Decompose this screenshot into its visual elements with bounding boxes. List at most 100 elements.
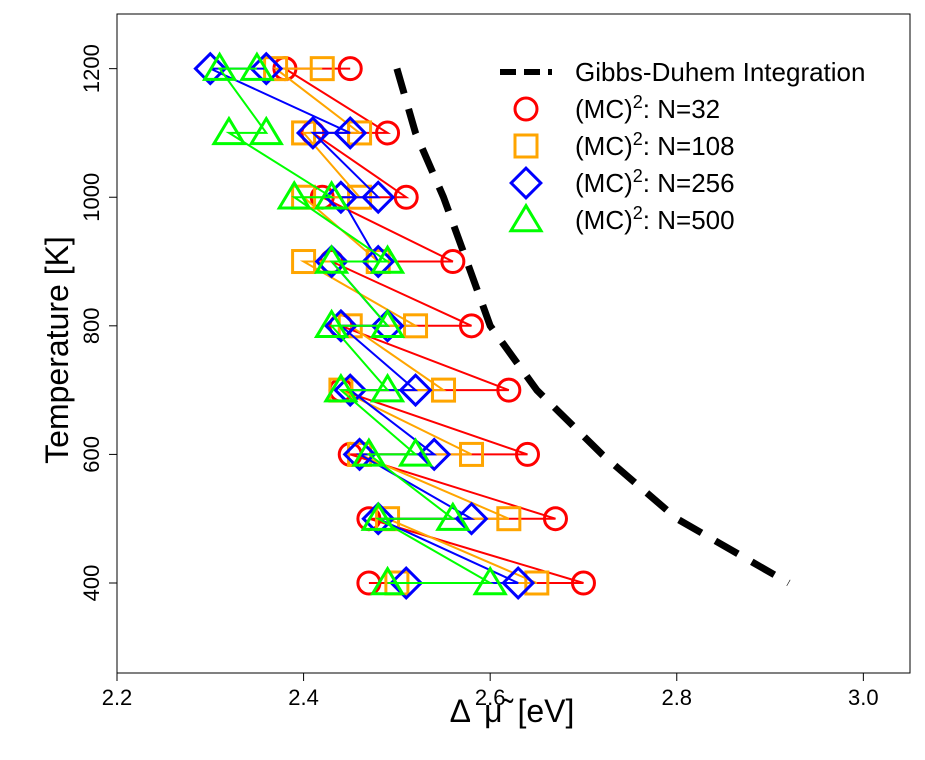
- data-point-diamond: [370, 308, 405, 343]
- series-2: [263, 56, 550, 596]
- legend-label-main: (MC): [575, 94, 633, 124]
- data-point-diamond: [501, 566, 536, 600]
- data-point-square: [431, 377, 457, 403]
- data-point-triangle: [313, 308, 350, 339]
- legend-entry-0: Gibbs-Duhem Integration: [500, 57, 865, 87]
- legend-entry-1: (MC)2: N=32: [513, 92, 720, 124]
- series-0: [393, 67, 791, 587]
- data-point-square: [496, 506, 522, 532]
- data-point-triangle: [313, 180, 350, 210]
- data-point-circle: [542, 506, 568, 532]
- x-axis: 2.2 2.4 2.6 2.8 3.0: [102, 673, 879, 710]
- x-axis-title-unit: [eV]: [517, 693, 574, 729]
- y-axis: 400 600 800 1000 1200: [79, 44, 117, 601]
- legend-label: (MC)2: N=108: [575, 129, 735, 161]
- legend: Gibbs-Duhem Integration(MC)2: N=32(MC)2:…: [500, 57, 865, 235]
- data-point-triangle: [360, 501, 396, 531]
- x-axis-title-delta: Δ: [450, 693, 471, 729]
- data-point-triangle: [472, 565, 508, 596]
- data-point-diamond: [295, 115, 330, 150]
- data-point-triangle: [239, 51, 275, 81]
- legend-swatch-triangle: [508, 202, 544, 233]
- legend-label-superscript: 2: [633, 203, 643, 223]
- data-point-diamond: [193, 51, 228, 86]
- series-4: [201, 51, 508, 596]
- data-point-diamond: [417, 437, 452, 472]
- data-point-circle: [393, 184, 419, 210]
- legend-label-tail: : N=256: [643, 168, 735, 198]
- data-point-triangle: [397, 437, 434, 467]
- plot-frame: [116, 13, 911, 674]
- legend-label: Gibbs-Duhem Integration: [575, 57, 865, 87]
- series-line: [217, 67, 494, 584]
- data-point-diamond: [361, 180, 396, 215]
- data-point-triangle: [369, 308, 406, 339]
- data-point-diamond: [333, 373, 368, 408]
- data-point-triangle: [369, 565, 406, 596]
- data-point-triangle: [276, 180, 312, 210]
- legend-label-tail: : N=32: [643, 94, 720, 124]
- legend-swatch-circle: [513, 96, 539, 122]
- data-point-triangle: [211, 115, 247, 146]
- y-tick-label: 400: [79, 565, 104, 602]
- data-point-diamond: [361, 244, 396, 279]
- data-point-circle: [337, 56, 363, 82]
- data-point-diamond: [323, 308, 358, 343]
- data-point-diamond: [342, 437, 377, 472]
- legend-label-superscript: 2: [633, 129, 643, 149]
- data-point-diamond: [454, 501, 489, 536]
- y-tick-label: 600: [79, 436, 104, 473]
- y-tick-label: 800: [79, 307, 104, 344]
- data-point-circle: [375, 120, 401, 146]
- data-point-diamond: [249, 51, 284, 86]
- x-tick-label: 2.8: [661, 685, 692, 710]
- legend-label-tail: : N=500: [643, 205, 735, 235]
- data-point-triangle: [369, 372, 406, 403]
- legend-label-superscript: 2: [633, 92, 643, 112]
- legend-label: (MC)2: N=256: [575, 166, 735, 198]
- data-point-circle: [570, 570, 596, 596]
- data-point-circle: [514, 441, 540, 467]
- legend-entry-3: (MC)2: N=256: [509, 166, 735, 200]
- series-layer: [193, 51, 791, 600]
- x-tick-label: 2.6: [475, 685, 506, 710]
- data-point-circle: [496, 377, 522, 403]
- data-point-square: [524, 570, 550, 596]
- data-point-diamond: [323, 180, 358, 215]
- data-point-triangle: [313, 244, 350, 274]
- legend-label-superscript: 2: [633, 166, 643, 186]
- legend-label-main: (MC): [575, 168, 633, 198]
- legend-entry-2: (MC)2: N=108: [513, 129, 735, 161]
- legend-swatch-diamond: [509, 166, 543, 200]
- data-point-square: [309, 56, 335, 82]
- data-point-triangle: [369, 244, 406, 274]
- data-point-diamond: [361, 501, 396, 536]
- data-point-square: [403, 313, 429, 339]
- legend-entry-4: (MC)2: N=500: [508, 202, 735, 235]
- legend-label-main: (MC): [575, 131, 633, 161]
- legend-swatch-square: [513, 133, 539, 159]
- data-point-circle: [440, 249, 466, 275]
- y-tick-label: 1200: [79, 44, 104, 93]
- legend-label: (MC)2: N=32: [575, 92, 720, 124]
- y-tick-label: 1000: [79, 173, 104, 222]
- x-axis-title-mu: μ̃: [484, 693, 513, 729]
- data-point-circle: [459, 313, 485, 339]
- data-point-triangle: [351, 437, 387, 467]
- legend-label-main: Gibbs-Duhem Integration: [575, 57, 865, 87]
- y-axis-title: Temperature [K]: [39, 236, 75, 464]
- data-point-diamond: [389, 566, 424, 600]
- data-point-triangle: [323, 372, 359, 403]
- legend-label: (MC)2: N=500: [575, 203, 735, 235]
- data-point-diamond: [398, 373, 433, 408]
- data-point-square: [459, 441, 485, 467]
- data-point-diamond: [333, 115, 368, 150]
- data-point-triangle: [248, 115, 284, 146]
- data-point-triangle: [201, 51, 238, 81]
- data-point-square: [291, 249, 317, 275]
- x-tick-label: 2.2: [102, 685, 133, 710]
- data-point-triangle: [435, 501, 471, 531]
- series-line-dashed: [393, 67, 791, 587]
- x-tick-label: 2.4: [288, 685, 319, 710]
